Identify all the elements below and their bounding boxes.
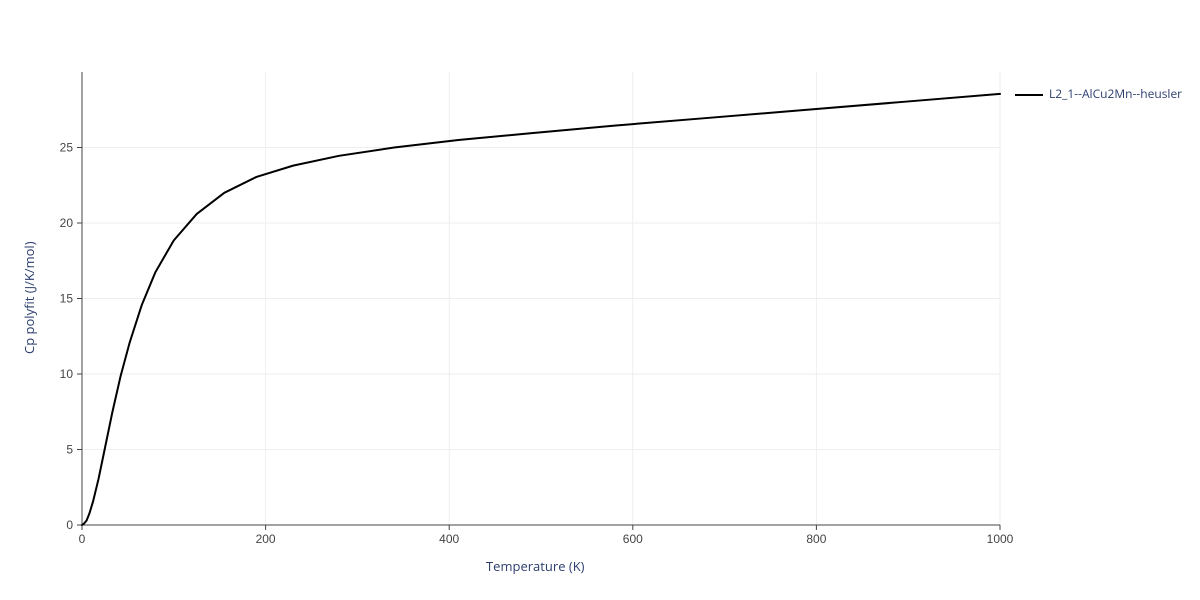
y-tick-label: 5 — [66, 443, 73, 457]
x-tick-label: 600 — [623, 532, 643, 546]
y-tick-label: 15 — [60, 292, 74, 306]
chart-legend[interactable]: L2_1--AlCu2Mn--heusler — [1015, 85, 1182, 102]
y-tick-label: 0 — [66, 518, 73, 532]
x-tick-label: 1000 — [987, 532, 1014, 546]
y-tick-label: 25 — [60, 141, 74, 155]
y-tick-label: 10 — [60, 367, 74, 381]
y-tick-label: 20 — [60, 216, 74, 230]
legend-series-label: L2_1--AlCu2Mn--heusler — [1049, 85, 1182, 102]
x-tick-label: 400 — [439, 532, 459, 546]
y-axis-label: Cp polyfit (J/K/mol) — [20, 241, 38, 354]
chart-container: Phonon/QHA Predictions 02004006008001000… — [0, 0, 1200, 600]
legend-series-line — [1015, 94, 1043, 96]
x-tick-label: 800 — [806, 532, 826, 546]
x-tick-label: 200 — [256, 532, 276, 546]
x-tick-label: 0 — [79, 532, 86, 546]
x-axis-label: Temperature (K) — [486, 557, 585, 575]
